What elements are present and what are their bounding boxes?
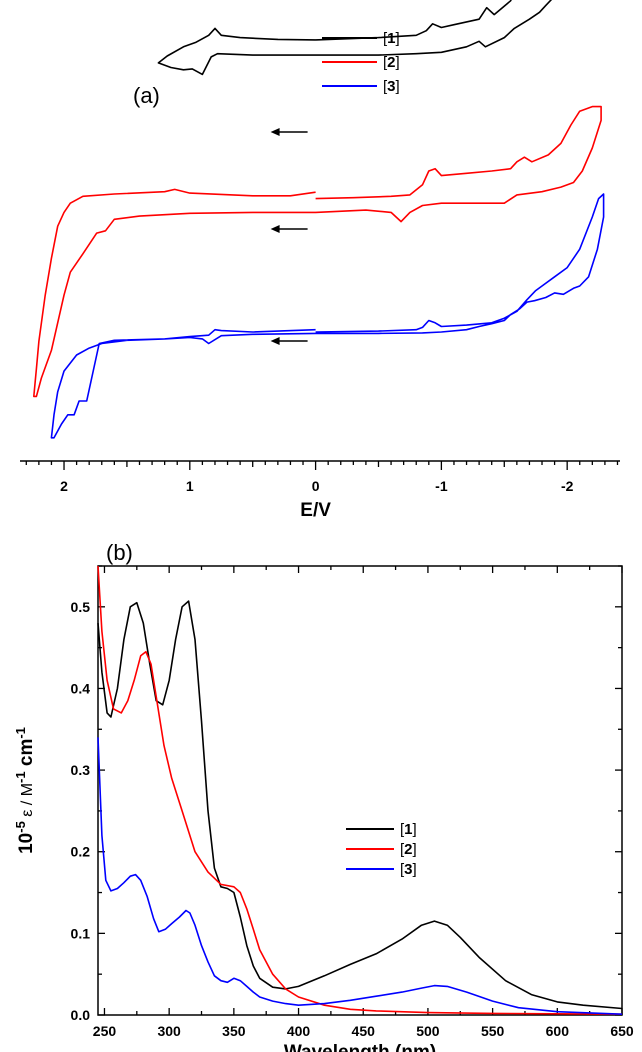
b-x-tick-label: 250 <box>93 1023 117 1039</box>
panel-b-x-ticks: 250 300 350 400 450 500 550 600 650 <box>93 566 634 1039</box>
a-arrow-head-3 <box>270 337 280 345</box>
a-curve-1 <box>157 0 553 76</box>
a-x-tick-label: -2 <box>561 478 574 494</box>
b-y-tick-label: 0.1 <box>71 925 91 941</box>
b-y-tick-label: 0.4 <box>71 680 91 696</box>
a-curve-2 <box>33 105 602 398</box>
panel-a-voltammogram: (a) 2 1 0 -1 -2 E/V [1] [2] [3] <box>20 0 620 521</box>
b-x-tick-label: 600 <box>546 1023 570 1039</box>
a-x-tick-label: 0 <box>312 478 320 494</box>
b-y-tick-label: 0.2 <box>71 844 91 860</box>
panel-a-label: (a) <box>133 83 160 108</box>
ylabel-epsilon: ε / M <box>19 783 36 821</box>
a-arrow-head-2 <box>270 225 280 233</box>
b-curve-2 <box>97 565 623 1015</box>
legend-label-1: [1] <box>383 30 400 47</box>
legend-label-2: [2] <box>383 54 400 71</box>
panel-a-legend: [1] [2] [3] <box>322 30 400 95</box>
b-y-tick-label: 0.0 <box>71 1007 91 1023</box>
b-x-tick-label: 350 <box>222 1023 246 1039</box>
panel-a-scan-direction-arrows <box>270 128 308 345</box>
b-x-tick-label: 650 <box>610 1023 634 1039</box>
a-x-tick-label: -1 <box>435 478 448 494</box>
legend-label-3: [3] <box>400 861 417 878</box>
legend-label-3: [3] <box>383 78 400 95</box>
ylabel-cm: cm <box>16 739 37 772</box>
a-arrow-head-1 <box>270 128 280 136</box>
ylabel-base: 10 <box>16 833 37 854</box>
panel-b-plot-frame <box>97 565 623 1016</box>
a-curve-3 <box>50 193 605 439</box>
b-x-tick-label: 500 <box>416 1023 440 1039</box>
panel-b-legend: [1] [2] [3] <box>346 821 417 878</box>
b-x-tick-label: 400 <box>287 1023 311 1039</box>
ylabel-sup-3: -1 <box>13 727 28 739</box>
b-x-tick-label: 550 <box>481 1023 505 1039</box>
legend-label-1: [1] <box>400 821 417 838</box>
ylabel-sup-1: -5 <box>13 821 28 833</box>
b-y-tick-label: 0.3 <box>71 762 91 778</box>
b-x-tick-label: 300 <box>157 1023 181 1039</box>
panel-b-curves <box>97 565 623 1015</box>
b-curve-3 <box>97 737 623 1015</box>
panel-a-x-axis-title: E/V <box>300 500 331 521</box>
panel-b-label: (b) <box>106 540 133 565</box>
panel-b-y-axis-title: 10-5 ε / M-1 cm-1 <box>13 727 37 854</box>
b-curve-1 <box>97 600 623 1010</box>
panel-b-x-axis-title: Wavelength (nm) <box>284 1042 436 1052</box>
a-x-tick-label: 1 <box>186 478 194 494</box>
a-x-tick-label: 2 <box>60 478 68 494</box>
b-x-tick-label: 450 <box>352 1023 376 1039</box>
panel-b-absorption-spectra: (b) 250 300 350 400 450 500 550 600 650 0.00.10.… <box>13 540 634 1052</box>
panel-a-curves <box>33 0 605 439</box>
panel-a-x-ticks: 2 1 0 -1 -2 <box>25 461 619 494</box>
legend-label-2: [2] <box>400 841 417 858</box>
panel-b-y-ticks: 0.0 0.1 0.2 0.3 0.4 0.5 <box>71 565 622 1023</box>
ylabel-sup-2: -1 <box>13 771 28 783</box>
b-y-tick-label: 0.5 <box>71 599 91 615</box>
